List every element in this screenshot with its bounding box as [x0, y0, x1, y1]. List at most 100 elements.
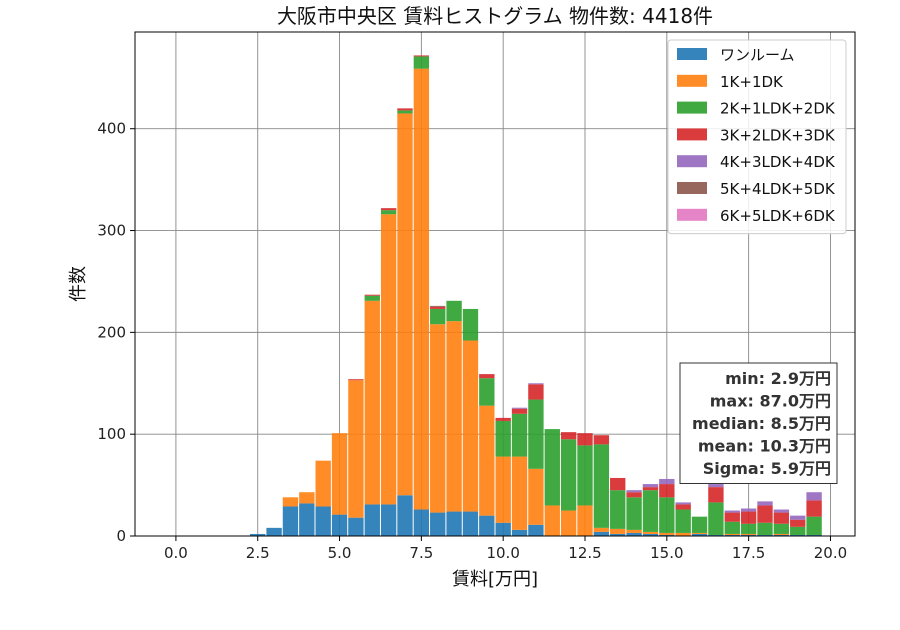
stat-line: mean: 10.3万円: [698, 437, 831, 456]
bar-segment-2-25: [659, 497, 675, 533]
bar-segment-2-19: [560, 439, 577, 511]
bar-segment-1-22: [610, 528, 626, 534]
bar-segment-2-28: [708, 502, 724, 535]
bar-segment-2-11: [430, 308, 446, 325]
bar-segment-2-9: [397, 110, 413, 114]
bar-segment-0-17: [528, 524, 544, 536]
bar-segment-3-15: [495, 417, 511, 421]
bar-segment-0-0: [250, 533, 266, 536]
bar-segment-2-20: [577, 445, 593, 506]
bar-segment-3-19: [560, 432, 577, 440]
bar-segment-0-21: [593, 531, 610, 536]
legend-entry-label: ワンルーム: [720, 46, 795, 64]
bar-segment-3-10: [413, 55, 430, 57]
bar-segment-0-7: [364, 504, 380, 536]
x-tick-label: 20.0: [814, 544, 847, 562]
bar-segment-1-14: [479, 405, 495, 516]
bar-segment-1-7: [364, 300, 380, 505]
bar-segment-3-32: [773, 512, 790, 524]
bar-segment-1-30: [740, 533, 757, 535]
chart-title: 大阪市中央区 賃料ヒストグラム 物件数: 4418件: [277, 4, 713, 28]
bar-segment-2-34: [806, 516, 822, 535]
y-tick-label: 0: [116, 527, 126, 545]
bar-segment-3-28: [708, 487, 724, 503]
bar-segment-1-4: [315, 460, 331, 507]
bar-segment-1-15: [495, 456, 511, 523]
bar-segment-3-17: [528, 384, 544, 400]
legend-entry-label: 1K+1DK: [720, 73, 784, 91]
legend-swatch: [677, 128, 707, 141]
bar-segment-1-13: [462, 340, 479, 512]
bar-segment-0-32: [773, 534, 790, 536]
bar-segment-0-29: [724, 534, 740, 536]
bar-segment-3-16: [511, 408, 528, 414]
bar-segment-2-16: [511, 413, 528, 457]
bar-segment-0-13: [462, 511, 479, 536]
bar-segment-0-34: [806, 534, 822, 536]
bar-segment-0-4: [315, 506, 331, 536]
legend-swatch: [677, 48, 707, 60]
bar-segment-1-6: [348, 380, 364, 518]
y-tick-label: 300: [97, 222, 126, 240]
legend-entry-label: 2K+1LDK+2DK: [720, 100, 836, 118]
bar-segment-2-31: [757, 522, 773, 535]
bar-segment-2-12: [446, 300, 462, 322]
bar-segment-3-9: [397, 108, 413, 111]
bar-segment-3-14: [479, 374, 495, 379]
bar-segment-0-6: [348, 517, 364, 536]
bar-segment-1-12: [446, 321, 462, 512]
bar-segment-4-23: [626, 490, 642, 493]
legend-swatch: [677, 101, 707, 114]
axis-ticks: 0.0 2.5 5.0 7.5 10.0 12.5 15.0 17.5 20.0 0 100 200 3…: [97, 120, 847, 562]
x-tick-label: 0.0: [164, 544, 188, 562]
bar-segment-1-24: [642, 531, 659, 534]
bar-segment-1-26: [675, 532, 691, 536]
bar-segment-3-11: [430, 306, 446, 309]
bar-segment-0-25: [659, 534, 675, 536]
x-tick-label: 5.0: [328, 544, 352, 562]
x-tick-label: 12.5: [568, 544, 601, 562]
bar-segment-0-16: [511, 529, 528, 536]
bar-segment-4-28: [708, 484, 724, 488]
bar-segment-2-22: [610, 490, 626, 529]
bar-segment-3-24: [642, 487, 659, 491]
bar-segment-0-5: [331, 514, 348, 536]
bar-segment-3-29: [724, 512, 740, 522]
bar-segment-0-9: [397, 495, 413, 536]
legend-entry-label: 6K+5LDK+6DK: [720, 207, 836, 225]
bar-segment-5-11: [430, 305, 446, 307]
bar-segment-0-12: [446, 511, 462, 536]
legend: ワンルーム 1K+1DK 2K+1LDK+2DK 3K+2LDK+3DK 4K+3LDK…: [667, 39, 847, 235]
stat-line: Sigma: 5.9万円: [703, 459, 831, 478]
bar-segment-0-31: [757, 534, 773, 536]
bar-segment-2-24: [642, 490, 659, 532]
bar-segment-4-25: [659, 478, 675, 485]
bar-segment-2-23: [626, 497, 642, 530]
histogram-bars: [250, 55, 822, 536]
bar-segment-2-18: [544, 429, 560, 506]
bar-segment-0-27: [691, 533, 708, 536]
bar-segment-2-26: [675, 509, 691, 533]
bar-segment-1-8: [380, 214, 397, 505]
bar-segment-0-11: [430, 512, 446, 536]
legend-swatch: [677, 208, 707, 221]
bar-segment-0-23: [626, 532, 642, 536]
y-tick-label: 200: [97, 323, 126, 341]
x-tick-label: 7.5: [409, 544, 433, 562]
bar-segment-3-21: [593, 435, 610, 445]
bar-segment-1-23: [626, 529, 642, 533]
stats-frame: [679, 362, 838, 484]
bar-segment-4-31: [757, 501, 773, 506]
stat-line: min: 2.9万円: [725, 369, 831, 388]
bar-segment-4-17: [528, 383, 544, 385]
y-tick-label: 400: [97, 120, 126, 138]
x-tick-label: 10.0: [486, 544, 519, 562]
bar-segment-3-25: [659, 484, 675, 498]
bar-segment-1-18: [544, 505, 560, 536]
bar-segment-1-11: [430, 324, 446, 513]
y-axis-label: 件数: [68, 266, 89, 302]
bar-segment-0-22: [610, 533, 626, 536]
bar-segment-1-9: [397, 113, 413, 496]
bar-segment-3-20: [577, 433, 593, 446]
